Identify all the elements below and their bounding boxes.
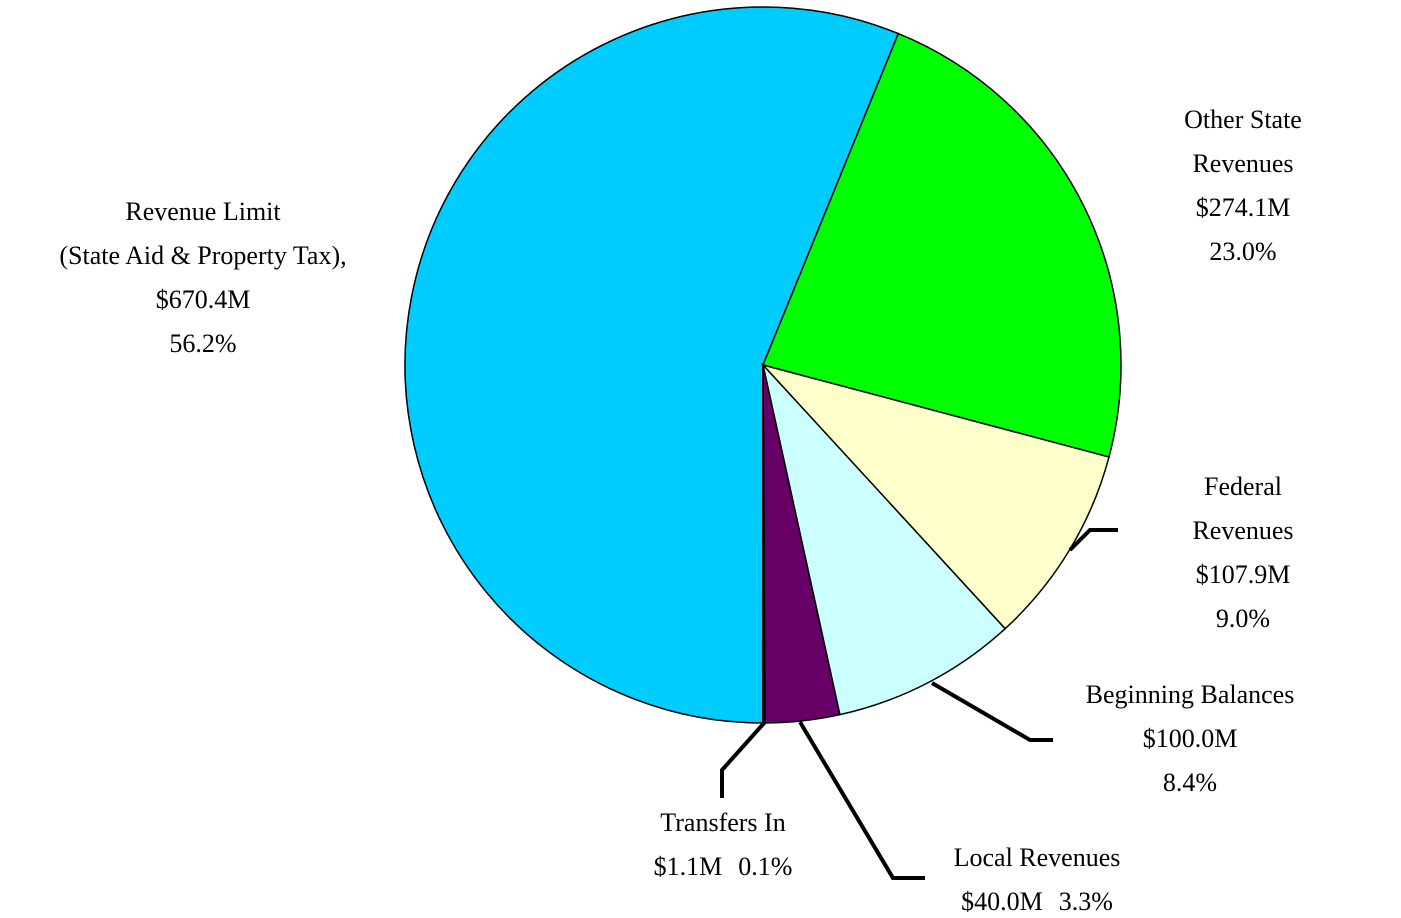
category-label: Federal Revenues	[1192, 472, 1294, 545]
pie-slice	[761, 32, 1122, 458]
share-label: 9.0%	[1215, 604, 1271, 633]
value-label: $1.1M	[653, 852, 723, 881]
value-label: $670.4M	[155, 285, 251, 314]
value-label: $107.9M	[1195, 560, 1291, 589]
value-label: $100.0M	[1142, 724, 1238, 753]
slice-label: Federal Revenues $107.9M 9.0%	[1164, 465, 1322, 641]
share-label: 3.3%	[1058, 887, 1113, 916]
share-label: 23.0%	[1209, 237, 1277, 266]
value-label: $274.1M	[1195, 193, 1291, 222]
category-label: Revenue Limit (State Aid & Property Tax)…	[59, 197, 347, 270]
value-label: $40.0M	[961, 887, 1043, 916]
value-line: $1.1M 0.1%	[654, 845, 793, 889]
leader-lines	[720, 528, 1118, 880]
slice-label: Beginning Balances $100.0M 8.4%	[1086, 673, 1295, 805]
category-label: Other State Revenues	[1184, 105, 1302, 178]
pie-slice	[760, 363, 1110, 630]
slices	[404, 6, 1122, 724]
share-label: 56.2%	[169, 329, 237, 358]
category-label: Transfers In	[660, 808, 786, 837]
value-line: $40.0M 3.3%	[954, 880, 1121, 918]
slice-label: Revenue Limit (State Aid & Property Tax)…	[59, 190, 346, 366]
slice-label: Transfers In $1.1M 0.1%	[654, 801, 793, 889]
leader-line	[720, 720, 767, 798]
leader-line	[1068, 528, 1118, 552]
pie-slice	[761, 362, 1007, 716]
share-label: 8.4%	[1162, 768, 1218, 797]
leader-line	[798, 720, 925, 880]
leader-line	[930, 681, 1053, 742]
share-label: 0.1%	[738, 852, 793, 881]
slice-label: Other State Revenues $274.1M 23.0%	[1164, 98, 1322, 274]
slice-label: Local Revenues $40.0M 3.3%	[954, 836, 1121, 918]
category-label: Beginning Balances	[1085, 680, 1295, 709]
category-label: Local Revenues	[953, 843, 1121, 872]
pie-slice	[404, 6, 900, 724]
